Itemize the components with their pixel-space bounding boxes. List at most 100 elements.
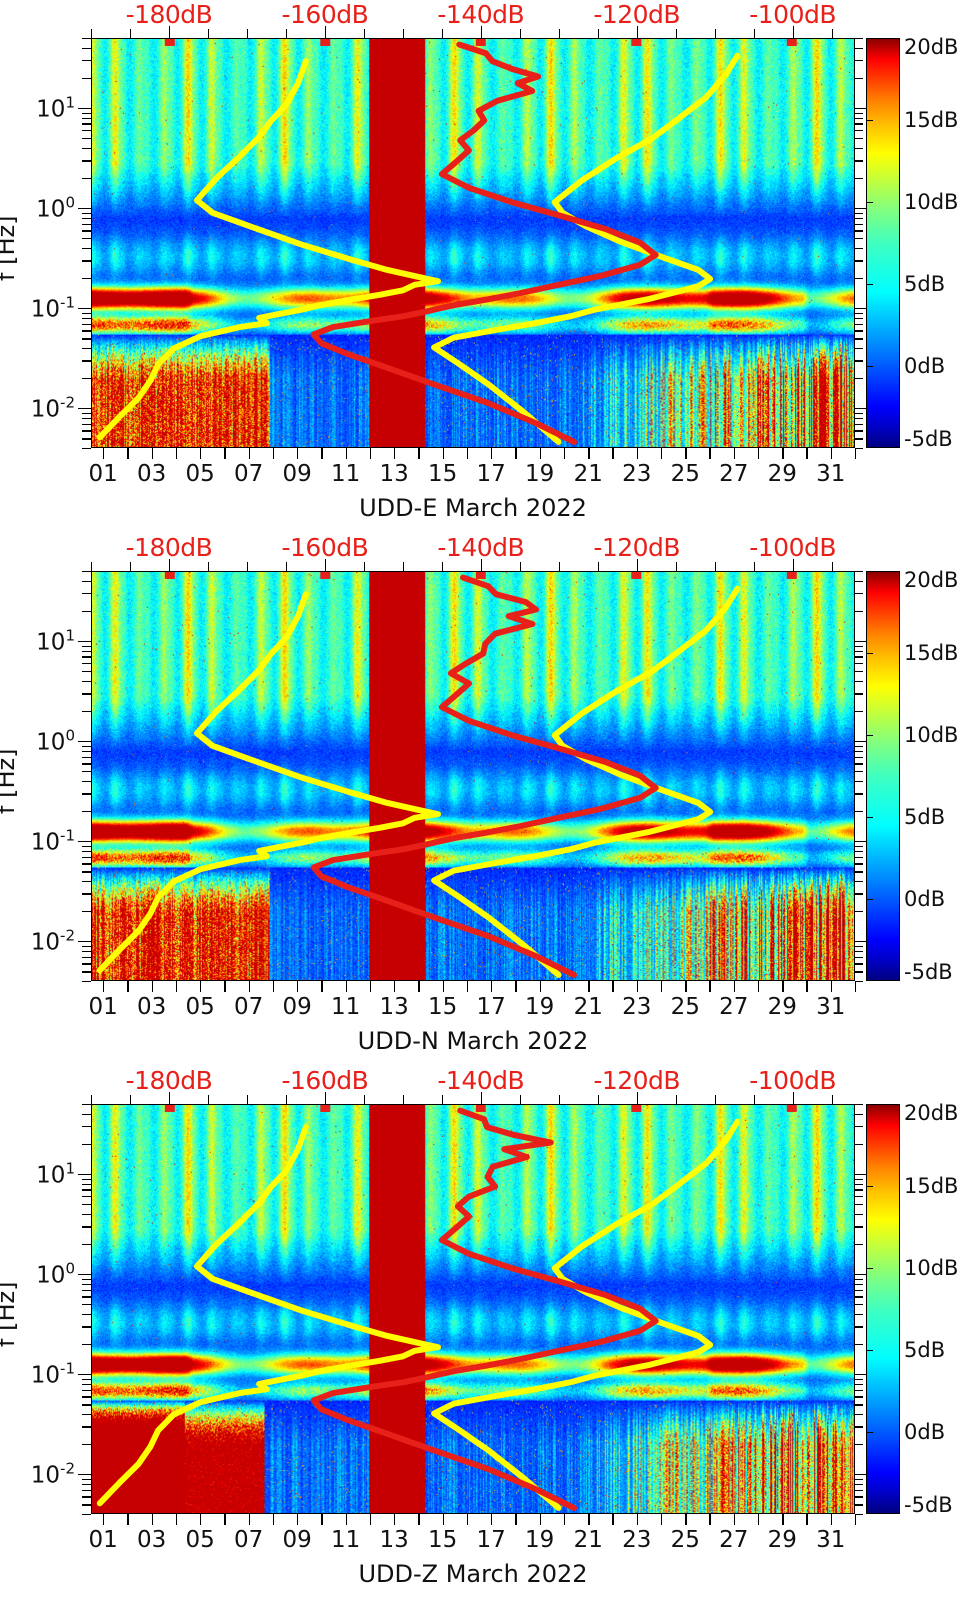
frequency-tick (855, 1278, 863, 1280)
frequency-tick (82, 130, 91, 132)
frequency-tick (855, 378, 863, 380)
frequency-tick (855, 1444, 863, 1446)
colorbar-labels: 20dB 15dB 10dB 5dB 0dB -5dB (904, 35, 962, 451)
frequency-tick (855, 950, 863, 953)
day-tick (394, 448, 396, 459)
frequency-tick (78, 941, 91, 943)
frequency-tick (855, 308, 867, 310)
frequency-tick (82, 656, 91, 658)
frequency-tick (78, 1274, 91, 1276)
day-tick (321, 1514, 323, 1525)
day-tick (782, 981, 784, 992)
frequency-tick (855, 1283, 863, 1286)
top-axis-tick (168, 26, 171, 38)
frequency-tick (855, 1213, 863, 1216)
frequency-tick (855, 1496, 863, 1498)
frequency-tick (78, 107, 91, 110)
frequency-tick (855, 223, 863, 225)
frequency-tick (855, 1274, 867, 1276)
top-axis-tick (753, 562, 755, 571)
frequency-tick (82, 650, 91, 652)
day-tick (757, 448, 760, 459)
frequency-tick (82, 147, 91, 150)
frequency-tick (82, 1389, 91, 1391)
day-tick (588, 1514, 590, 1525)
frequency-tick (855, 1296, 863, 1298)
day-label: 13 (379, 994, 409, 1020)
top-axis-tick (129, 29, 132, 38)
frequency-tick (82, 1396, 91, 1398)
frequency-tick (855, 417, 863, 420)
day-label: 21 (573, 994, 603, 1020)
left-frequency-axis: f [Hz] 101 100 10-1 10-2 (0, 38, 91, 450)
day-label: 03 (136, 994, 167, 1020)
day-tick (563, 448, 566, 459)
top-axis-label: -160dB (281, 1066, 369, 1095)
frequency-tick (82, 312, 91, 314)
frequency-tick (82, 950, 91, 953)
frequency-tick (855, 360, 863, 362)
frequency-tick (78, 1374, 91, 1376)
frequency-tick (82, 871, 91, 873)
frequency-tick (855, 260, 863, 262)
frequency-tick (82, 438, 91, 440)
frequency-tick (82, 277, 91, 280)
frequency-tick (855, 1243, 863, 1246)
top-axis-tick (792, 559, 794, 571)
top-axis-tick (519, 562, 522, 571)
top-axis-tick (753, 29, 755, 38)
day-tick (224, 981, 226, 992)
frequency-tick (82, 1326, 91, 1328)
colorbar-tick (866, 1268, 873, 1270)
day-tick (442, 1514, 444, 1525)
spectrogram-image (92, 1105, 854, 1513)
frequency-tick (855, 1504, 863, 1506)
frequency-tick (855, 741, 867, 743)
frequency-tick (82, 780, 91, 783)
colorbar-tick (866, 899, 873, 901)
frequency-tick (82, 893, 91, 895)
frequency-tick (855, 763, 863, 765)
top-axis-tick (363, 29, 366, 38)
colorbar-gradient (866, 1104, 900, 1514)
day-tick (612, 448, 614, 459)
day-tick (297, 1514, 299, 1525)
day-label: 15 (428, 1527, 458, 1553)
frequency-tick (82, 671, 91, 673)
spectrogram-plot (91, 1104, 855, 1514)
day-label: 19 (525, 1527, 555, 1553)
frequency-tick (82, 945, 91, 948)
frequency-tick (855, 123, 863, 125)
frequency-tick (82, 710, 91, 713)
top-axis-tick (480, 1092, 483, 1104)
day-tick (200, 1514, 202, 1525)
colorbar-ticks (866, 38, 900, 448)
spectrogram-plot (91, 38, 855, 448)
day-tick (539, 981, 541, 992)
day-tick (709, 981, 711, 992)
colorbar-label: 5dB (904, 1338, 946, 1362)
frequency-tick (855, 850, 863, 853)
colorbar-label: 10dB (904, 723, 959, 747)
colorbar-label: 15dB (904, 1174, 959, 1198)
top-axis-tick (441, 562, 444, 571)
frequency-tick (82, 60, 91, 62)
day-tick (127, 448, 129, 459)
frequency-tick (855, 1343, 863, 1346)
top-axis-label: -120dB (593, 533, 681, 562)
day-label: 27 (719, 1527, 749, 1553)
frequency-tick (855, 1113, 863, 1115)
day-tick (127, 981, 129, 992)
top-axis-label: -120dB (593, 1066, 681, 1095)
right-frequency-ticks (855, 38, 869, 450)
top-axis-tick (91, 29, 93, 38)
day-tick (515, 448, 517, 459)
spectrogram-image (92, 572, 854, 980)
frequency-tick (82, 1278, 91, 1280)
day-label: 03 (136, 1527, 167, 1553)
frequency-tick (855, 680, 863, 683)
frequency-tick (855, 745, 863, 747)
frequency-tick (82, 1104, 91, 1106)
frequency-tick (855, 412, 863, 415)
day-tick (855, 981, 857, 992)
